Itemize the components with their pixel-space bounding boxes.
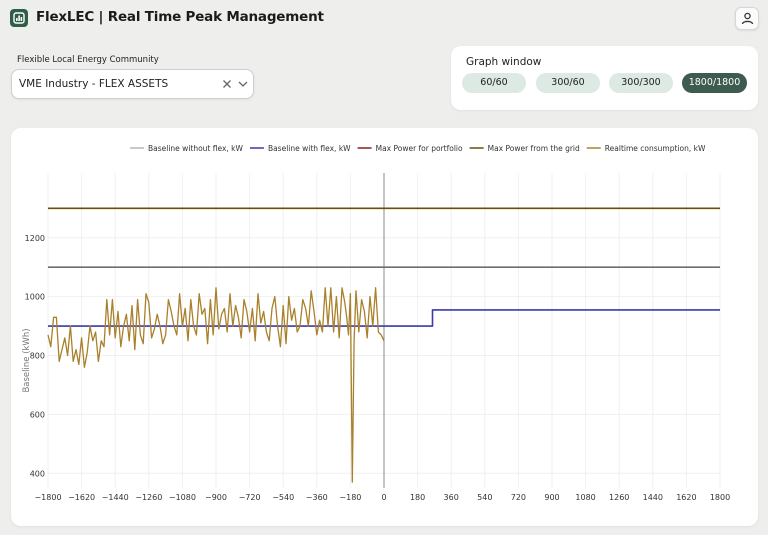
chart-box-icon bbox=[10, 9, 28, 27]
y-tick-label: 800 bbox=[30, 352, 45, 361]
x-tick-label: 540 bbox=[477, 493, 492, 502]
x-tick-label: −1620 bbox=[68, 493, 95, 502]
x-tick-label: −720 bbox=[239, 493, 261, 502]
user-button[interactable] bbox=[735, 7, 759, 30]
community-value: VME Industry - FLEX ASSETS bbox=[19, 78, 169, 90]
legend-label: Baseline without flex, kW bbox=[148, 144, 244, 153]
x-tick-label: −1260 bbox=[135, 493, 162, 502]
user-icon bbox=[741, 12, 754, 25]
x-tick-label: 1080 bbox=[575, 493, 595, 502]
legend-label: Max Power for portfolio bbox=[376, 144, 463, 153]
community-label: Flexible Local Energy Community bbox=[17, 55, 159, 65]
y-tick-label: 1200 bbox=[25, 234, 45, 243]
close-icon[interactable] bbox=[222, 79, 232, 89]
x-tick-label: 1260 bbox=[609, 493, 629, 502]
graph-card: −1800 −1620 −1440 −1260 −1080 −900 −720 −540 −36… bbox=[11, 128, 758, 526]
series-line-realtime-consumption-kw bbox=[47, 287, 385, 483]
x-tick-label: −1440 bbox=[102, 493, 129, 502]
consumption-chart: −1800 −1620 −1440 −1260 −1080 −900 −720 −540 −36… bbox=[22, 144, 730, 502]
y-tick-label: 1000 bbox=[25, 293, 45, 302]
x-tick-label: −540 bbox=[272, 493, 294, 502]
x-tick-label: −1080 bbox=[169, 493, 196, 502]
legend-label: Realtime consumption, kW bbox=[605, 144, 706, 153]
chevron-down-icon[interactable] bbox=[238, 80, 248, 88]
community-select[interactable]: VME Industry - FLEX ASSETS bbox=[11, 69, 254, 99]
y-axis-title: Baseline (kWh) bbox=[22, 328, 32, 392]
legend-label: Baseline with flex, kW bbox=[268, 144, 351, 153]
x-tick-label: −360 bbox=[306, 493, 328, 502]
x-tick-label: 1620 bbox=[676, 493, 696, 502]
graph-window-title: Graph window bbox=[466, 56, 542, 68]
graph-window-panel: Graph window 60/60 300/60 300/300 1800/1… bbox=[451, 46, 758, 110]
x-tick-label: 1800 bbox=[710, 493, 730, 502]
window-option-60-60[interactable]: 60/60 bbox=[462, 73, 526, 93]
app-header: FlexLEC | Real Time Peak Management bbox=[0, 0, 768, 40]
y-tick-label: 600 bbox=[30, 410, 45, 419]
x-tick-label: −1800 bbox=[34, 493, 61, 502]
legend-label: Max Power from the grid bbox=[488, 144, 580, 153]
window-option-300-300[interactable]: 300/300 bbox=[609, 73, 673, 93]
x-tick-label: 900 bbox=[544, 493, 559, 502]
app-title: FlexLEC | Real Time Peak Management bbox=[36, 9, 324, 25]
y-tick-label: 400 bbox=[30, 469, 45, 478]
window-option-300-60[interactable]: 300/60 bbox=[536, 73, 600, 93]
x-tick-label: −900 bbox=[205, 493, 227, 502]
x-tick-label: 0 bbox=[381, 493, 386, 502]
x-tick-label: 180 bbox=[410, 493, 425, 502]
x-tick-label: −180 bbox=[339, 493, 361, 502]
x-tick-label: 1440 bbox=[643, 493, 663, 502]
x-tick-label: 360 bbox=[444, 493, 459, 502]
x-tick-label: 720 bbox=[511, 493, 526, 502]
window-option-1800-1800[interactable]: 1800/1800 bbox=[682, 73, 747, 93]
